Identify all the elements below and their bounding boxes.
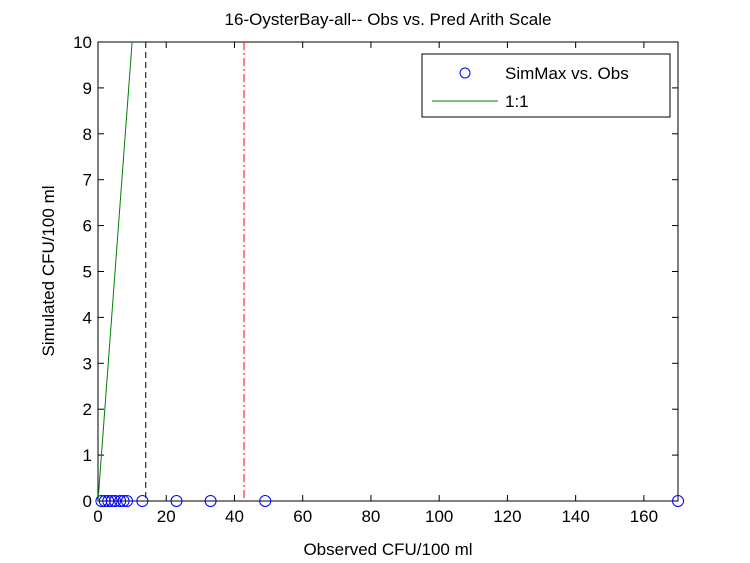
x-tick-label: 140 [561, 507, 589, 526]
x-tick-label: 160 [630, 507, 658, 526]
legend-label-simmax: SimMax vs. Obs [505, 64, 629, 83]
plot-area: 0 20 40 60 80 100 120 140 160 0 1 2 3 4 5 6 7 8 9 10 [73, 33, 684, 526]
data-point [204, 495, 217, 507]
data-point [121, 495, 133, 507]
y-tick-label: 9 [83, 79, 92, 98]
legend: SimMax vs. Obs 1:1 [421, 53, 671, 118]
y-tick-label: 1 [83, 446, 92, 465]
y-tick-label: 4 [83, 308, 92, 327]
data-point [102, 495, 115, 507]
x-tick-label: 80 [361, 507, 380, 526]
legend-box [421, 53, 671, 118]
x-tick-label: 60 [293, 507, 312, 526]
chart-title: 16-OysterBay-all-- Obs vs. Pred Arith Sc… [225, 10, 552, 29]
data-point [95, 495, 108, 507]
data-point [117, 495, 130, 507]
legend-marker-simmax [459, 67, 471, 79]
y-tick-label: 10 [73, 33, 92, 52]
data-point [170, 495, 183, 507]
x-axis-label: Observed CFU/100 ml [303, 540, 472, 559]
data-point [259, 495, 272, 507]
line-1to1 [98, 42, 133, 501]
data-point [105, 495, 118, 507]
data-point [136, 495, 149, 507]
x-tick-label: 120 [493, 507, 521, 526]
data-point [114, 495, 127, 507]
y-tick-label: 8 [83, 125, 92, 144]
x-tick-label: 100 [425, 507, 453, 526]
data-point [98, 495, 111, 507]
y-tick-label: 7 [83, 171, 92, 190]
axes-box [97, 41, 679, 502]
y-tick-label: 6 [83, 217, 92, 236]
x-tick-label: 20 [157, 507, 176, 526]
y-axis-label: Simulated CFU/100 ml [39, 185, 58, 356]
legend-label-1to1: 1:1 [505, 92, 529, 111]
x-tick-label: 0 [93, 507, 102, 526]
data-point [109, 495, 122, 507]
y-tick-label: 0 [83, 492, 92, 511]
data-point [672, 495, 684, 507]
y-tick-label: 2 [83, 400, 92, 419]
y-tick-label: 3 [83, 354, 92, 373]
x-tick-label: 40 [225, 507, 244, 526]
y-tick-label: 5 [83, 263, 92, 282]
